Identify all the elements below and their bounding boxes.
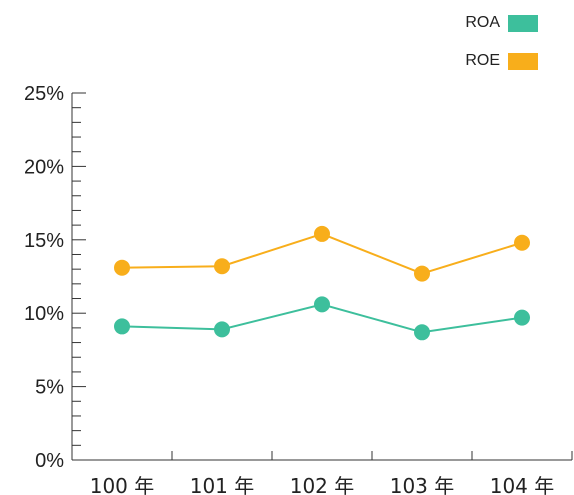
data-point-roe <box>514 234 530 251</box>
data-point-roa <box>514 309 530 326</box>
legend-label-roe: ROE <box>465 52 500 69</box>
data-point-roa <box>414 324 430 341</box>
legend-swatch-roe <box>508 52 538 70</box>
x-tick-label: 104 年 <box>490 474 555 495</box>
x-tick-label: 103 年 <box>390 474 455 495</box>
data-point-roe <box>314 225 330 242</box>
x-tick-label: 100 年 <box>90 474 155 495</box>
legend-swatch-roa <box>508 14 538 32</box>
y-tick-label: 25% <box>24 83 64 105</box>
x-tick-label: 102 年 <box>290 474 355 495</box>
data-point-roe <box>414 265 430 282</box>
y-tick-label: 15% <box>24 230 64 252</box>
data-point-roa <box>314 296 330 313</box>
y-tick-label: 10% <box>24 303 64 325</box>
legend-label-roa: ROA <box>465 14 500 31</box>
data-point-roe <box>214 258 230 275</box>
data-point-roa <box>214 321 230 338</box>
y-tick-label: 0% <box>35 450 64 472</box>
y-tick-label: 5% <box>35 377 64 399</box>
data-point-roa <box>114 318 130 335</box>
legend-item-roa: ROA <box>465 14 538 32</box>
y-tick-label: 20% <box>24 156 64 178</box>
x-tick-label: 101 年 <box>190 474 255 495</box>
data-point-roe <box>114 259 130 276</box>
legend-item-roe: ROE <box>465 52 538 70</box>
